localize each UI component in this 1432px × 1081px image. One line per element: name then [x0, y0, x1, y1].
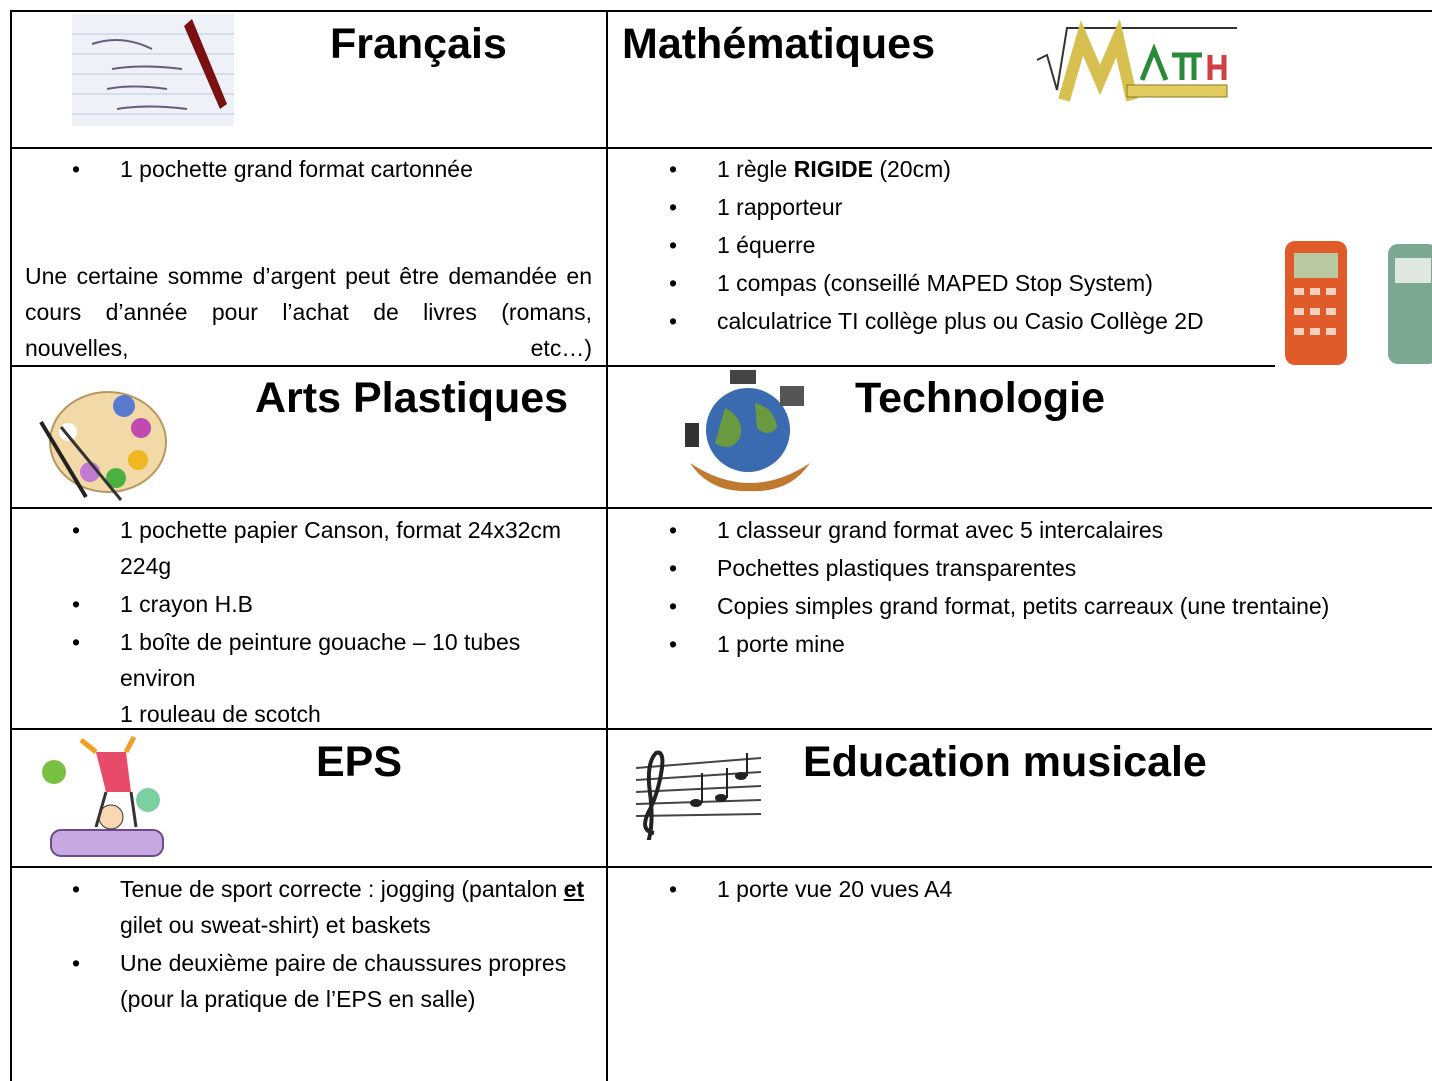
text-run: 1 pochette papier Canson, format 24x32cm… — [120, 517, 562, 579]
text-run: 1 pochette grand format cartonnée — [120, 156, 473, 182]
bullet: • — [669, 631, 678, 657]
bullet: • — [669, 156, 678, 182]
text-run: 1 boîte de peinture gouache – 10 tubes e… — [120, 629, 521, 691]
list-item: 1 règle RIGIDE (20cm) — [717, 151, 1357, 187]
text-run: 1 équerre — [717, 232, 816, 258]
technologie-illustration — [685, 370, 810, 492]
list-item: 1 porte mine — [717, 626, 1357, 662]
bullet: • — [72, 950, 81, 976]
rule — [10, 147, 1432, 149]
list-item: 1 compas (conseillé MAPED Stop System) — [717, 265, 1357, 301]
section-title: EPS — [316, 738, 403, 786]
list-item: 1 rapporteur — [717, 189, 1357, 225]
bullet: • — [669, 270, 678, 296]
list-item: Tenue de sport correcte : jogging (panta… — [120, 871, 590, 943]
text-run: gilet ou sweat-shirt) et baskets — [120, 912, 431, 938]
list-item: Copies simples grand format, petits carr… — [717, 588, 1357, 624]
list-item: 1 équerre — [717, 227, 1357, 263]
bullet: • — [72, 629, 81, 655]
text-run: (20cm) — [872, 156, 951, 182]
text-run: 1 porte vue 20 vues A4 — [717, 876, 953, 902]
list-item: 1 classeur grand format avec 5 intercala… — [717, 512, 1357, 548]
rule — [606, 10, 608, 1081]
text-run: 1 crayon H.B — [120, 591, 253, 617]
section-title: Mathématiques — [622, 20, 936, 68]
bullet: • — [72, 876, 81, 902]
bullet: • — [72, 517, 81, 543]
palette-illustration — [39, 391, 167, 501]
rule — [10, 866, 1432, 868]
list-item: 1 boîte de peinture gouache – 10 tubes e… — [120, 624, 590, 696]
text-run: calculatrice TI collège plus ou Casio Co… — [717, 308, 1204, 334]
list-item: Pochettes plastiques transparentes — [717, 550, 1357, 586]
list-item: calculatrice TI collège plus ou Casio Co… — [717, 303, 1357, 339]
music-illustration — [635, 750, 762, 840]
maths-logo — [1036, 20, 1237, 102]
bullet: • — [669, 232, 678, 258]
bullet: • — [669, 517, 678, 543]
paragraph: Une certaine somme d’argent peut être de… — [25, 263, 592, 361]
list-item: 1 porte vue 20 vues A4 — [717, 871, 1357, 907]
section-title: Arts Plastiques — [255, 374, 569, 422]
text-run: 1 classeur grand format avec 5 intercala… — [717, 517, 1164, 543]
bullet: • — [669, 308, 678, 334]
bullet: • — [669, 194, 678, 220]
calculators — [1285, 241, 1432, 365]
list-item: 1 pochette papier Canson, format 24x32cm… — [120, 512, 590, 584]
bullet: • — [72, 156, 81, 182]
section-title: Education musicale — [803, 738, 1207, 786]
text-run: Une deuxième paire de chaussures propres… — [120, 950, 567, 1012]
section-title: Français — [330, 20, 507, 68]
rule — [10, 507, 1432, 509]
francais-illustration — [72, 14, 234, 126]
rule — [10, 10, 12, 1081]
list-item: 1 crayon H.B — [120, 586, 590, 622]
list-item: Une deuxième paire de chaussures propres… — [120, 945, 590, 1017]
bullet: • — [72, 591, 81, 617]
section-title: Technologie — [855, 374, 1106, 422]
text-run: 1 porte mine — [717, 631, 845, 657]
text-run: Pochettes plastiques transparentes — [717, 555, 1077, 581]
bullet: • — [669, 593, 678, 619]
text-run: Copies simples grand format, petits carr… — [717, 593, 1330, 619]
list-item: 1 pochette grand format cartonnée — [120, 151, 590, 187]
text-run: 1 règle — [717, 156, 794, 182]
text-run: Tenue de sport correcte : jogging (panta… — [120, 876, 564, 902]
bullet: • — [669, 555, 678, 581]
rule — [10, 728, 1432, 730]
eps-illustration — [42, 735, 164, 857]
text-run: et — [563, 876, 585, 902]
text-run: RIGIDE — [793, 156, 873, 182]
list-continuation: 1 rouleau de scotch — [120, 701, 321, 727]
rule — [10, 365, 1275, 367]
bullet: • — [669, 876, 678, 902]
rule — [10, 10, 1432, 12]
text-run: 1 rapporteur — [717, 194, 843, 220]
text-run: 1 compas (conseillé MAPED Stop System) — [717, 270, 1153, 296]
